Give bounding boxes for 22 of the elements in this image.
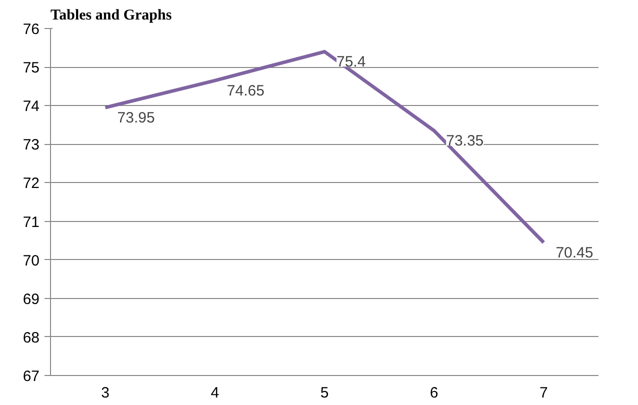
x-tick-label: 7 <box>540 384 548 402</box>
y-tick-label: 71 <box>22 214 40 231</box>
y-tick-label: 68 <box>22 329 40 346</box>
x-tick-label: 3 <box>101 384 110 402</box>
data-label: 75.4 <box>336 54 366 71</box>
data-label: 73.35 <box>446 132 484 150</box>
y-tick-label: 75 <box>22 60 40 77</box>
x-tick-label: 5 <box>320 384 329 402</box>
x-tick-label: 6 <box>430 384 438 402</box>
y-tick-label: 70 <box>22 252 40 270</box>
y-tick-label: 73 <box>22 136 40 154</box>
data-label: 70.45 <box>556 244 594 262</box>
y-tick-label: 69 <box>22 290 40 308</box>
chart-title: Tables and Graphs <box>50 8 172 24</box>
data-label: 74.65 <box>226 82 264 100</box>
y-tick-label: 67 <box>22 368 40 385</box>
line-series <box>104 50 546 244</box>
y-tick-label: 76 <box>22 21 40 38</box>
data-label: 73.95 <box>117 110 155 127</box>
y-tick-label: 72 <box>22 175 40 192</box>
x-tick-label: 4 <box>210 384 220 402</box>
y-tick-label: 74 <box>22 98 40 116</box>
